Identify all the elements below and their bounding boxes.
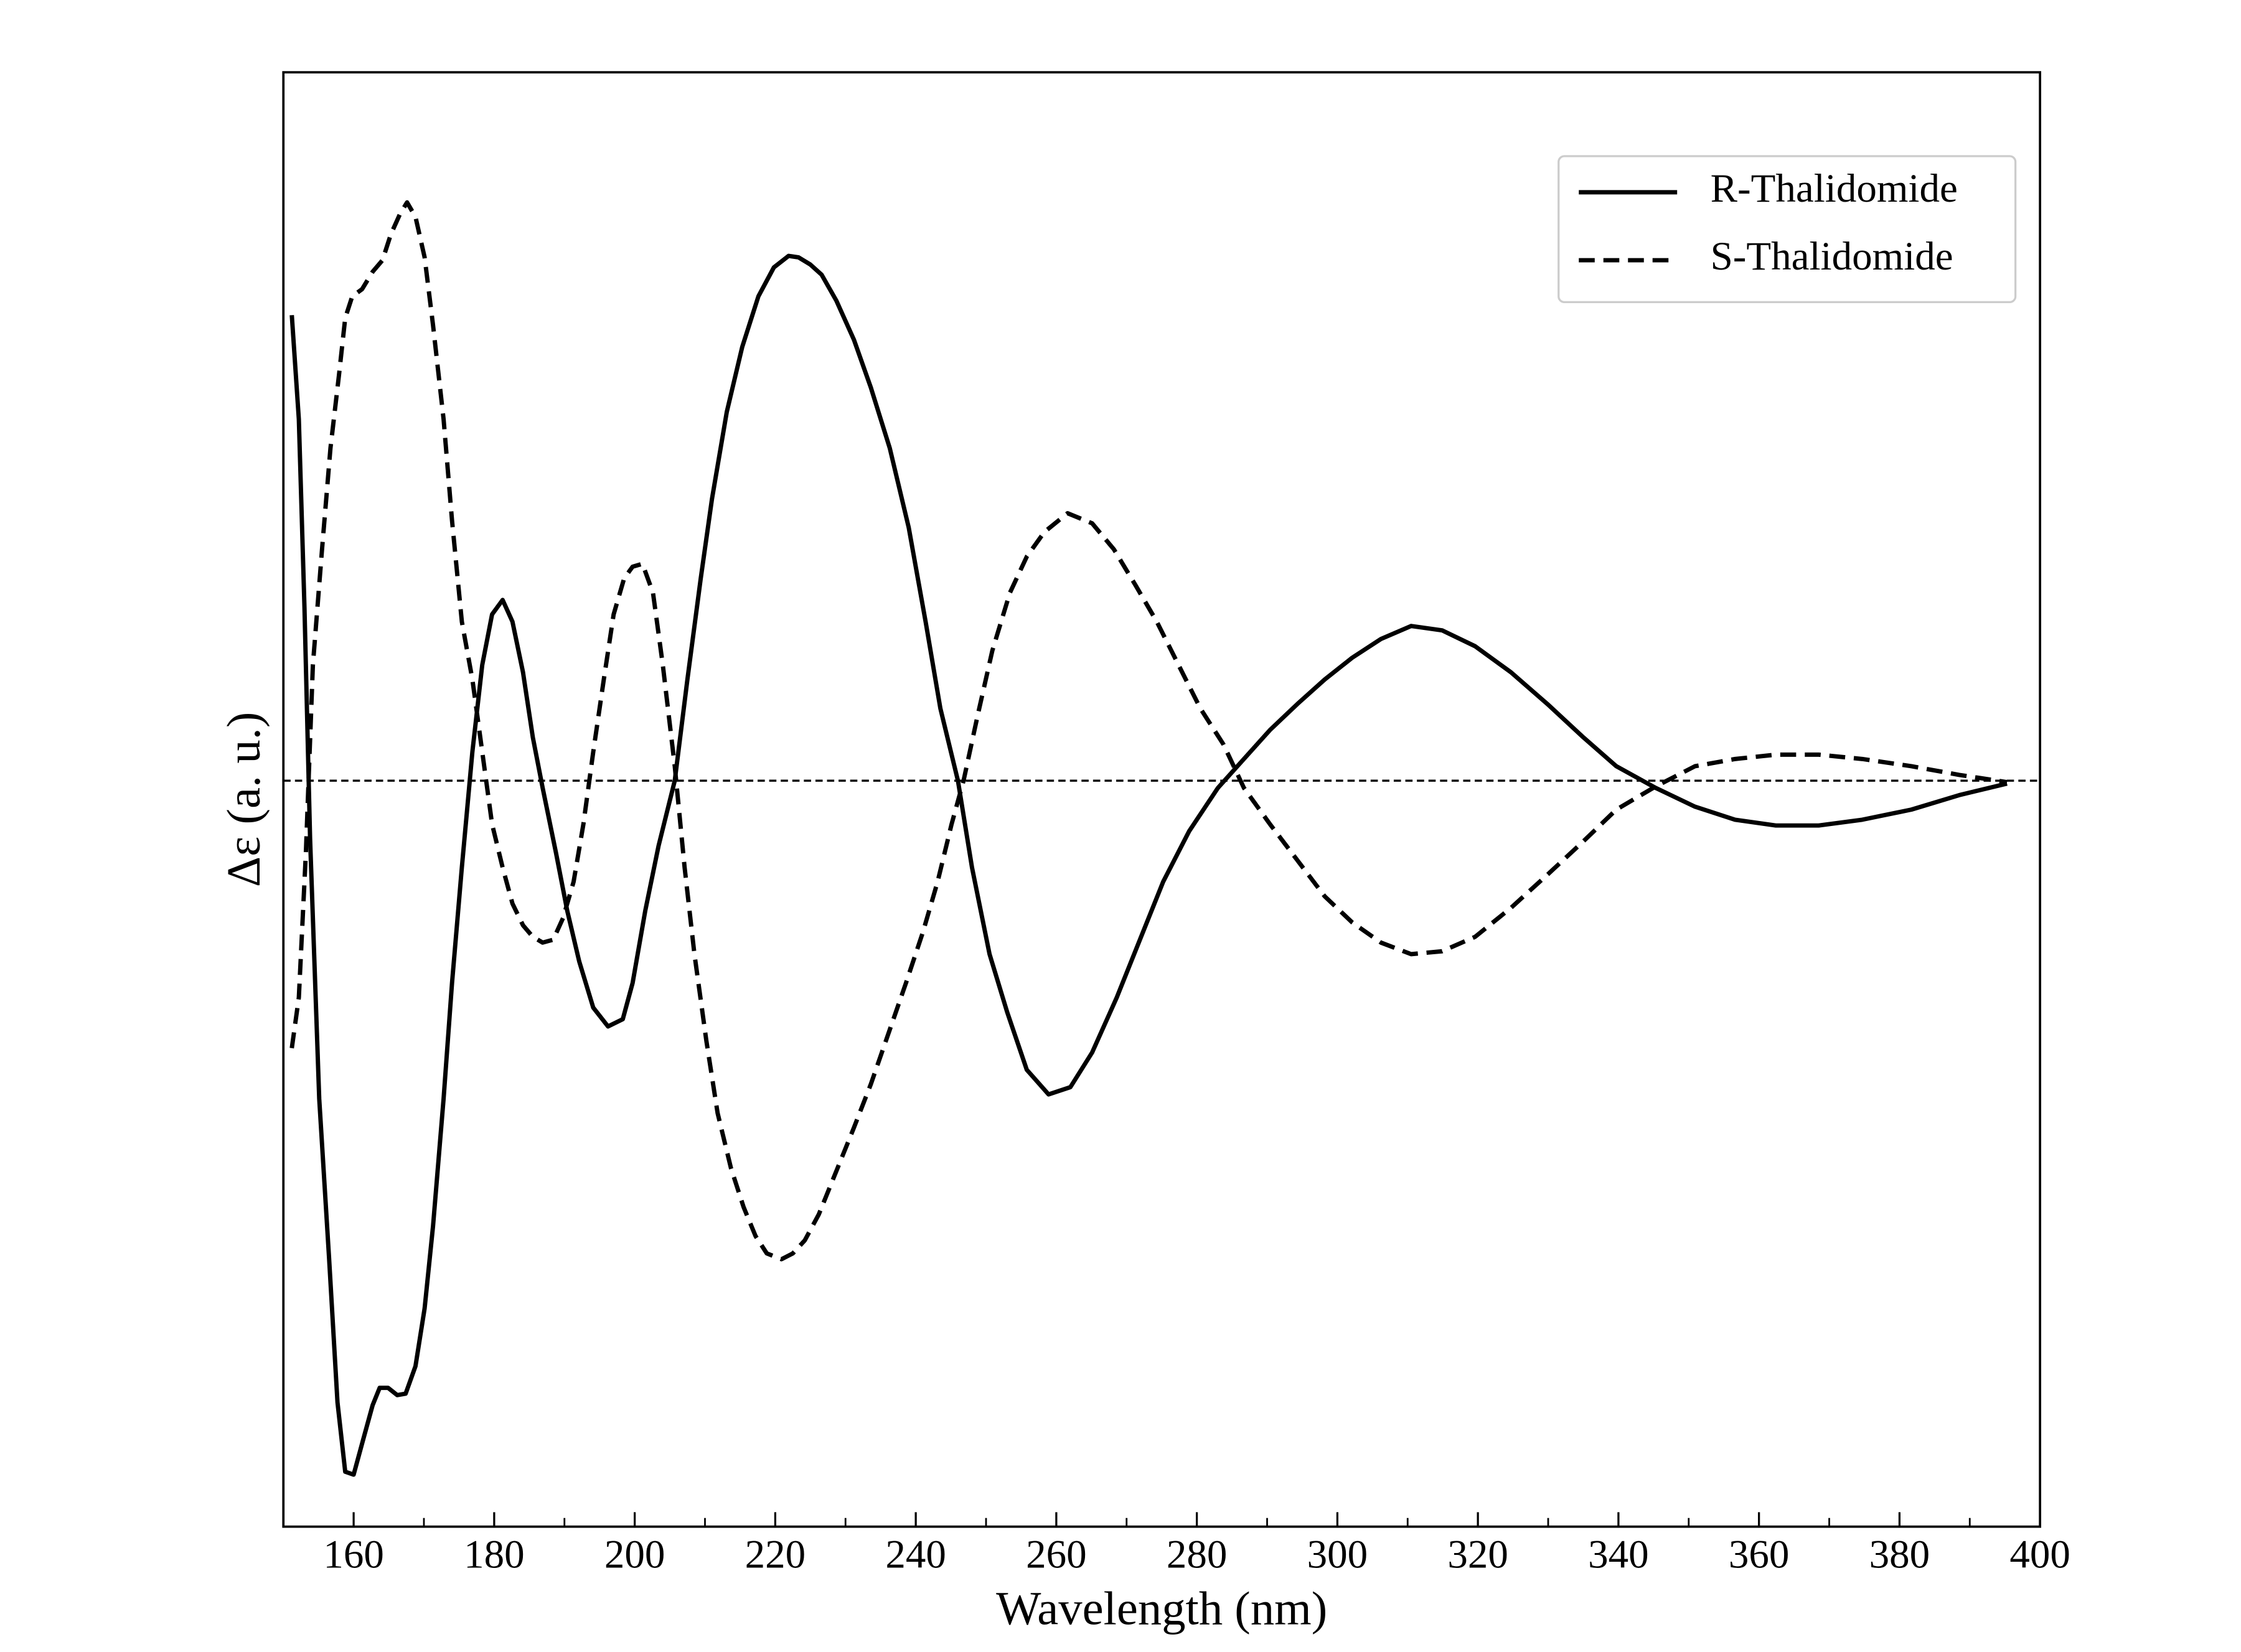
x-tick-label: 200 (604, 1532, 665, 1577)
plot-frame (282, 71, 2042, 1528)
y-axis-label: Δε (a. u.) (217, 712, 270, 887)
x-tick-label: 380 (1869, 1532, 1930, 1577)
data-line (289, 253, 2008, 1477)
x-tick-label: 300 (1307, 1532, 1368, 1577)
x-tick-label: 240 (885, 1532, 946, 1577)
x-tick-label: 180 (464, 1532, 525, 1577)
x-tick-label: 360 (1729, 1532, 1790, 1577)
legend-label: S-Thalidomide (1711, 234, 1953, 279)
x-tick-label: 220 (745, 1532, 806, 1577)
x-tick-label: 400 (2009, 1532, 2070, 1577)
x-tick-label: 280 (1167, 1532, 1228, 1577)
legend: R-Thalidomide S-Thalidomide (1557, 155, 2017, 304)
x-axis-label: Wavelength (nm) (996, 1582, 1327, 1635)
data-line (289, 200, 2008, 1262)
x-tick-label: 260 (1026, 1532, 1087, 1577)
legend-label: R-Thalidomide (1711, 166, 1958, 211)
x-tick-label: 320 (1447, 1532, 1508, 1577)
x-tick-label: 160 (323, 1532, 384, 1577)
x-tick-label: 340 (1588, 1532, 1649, 1577)
